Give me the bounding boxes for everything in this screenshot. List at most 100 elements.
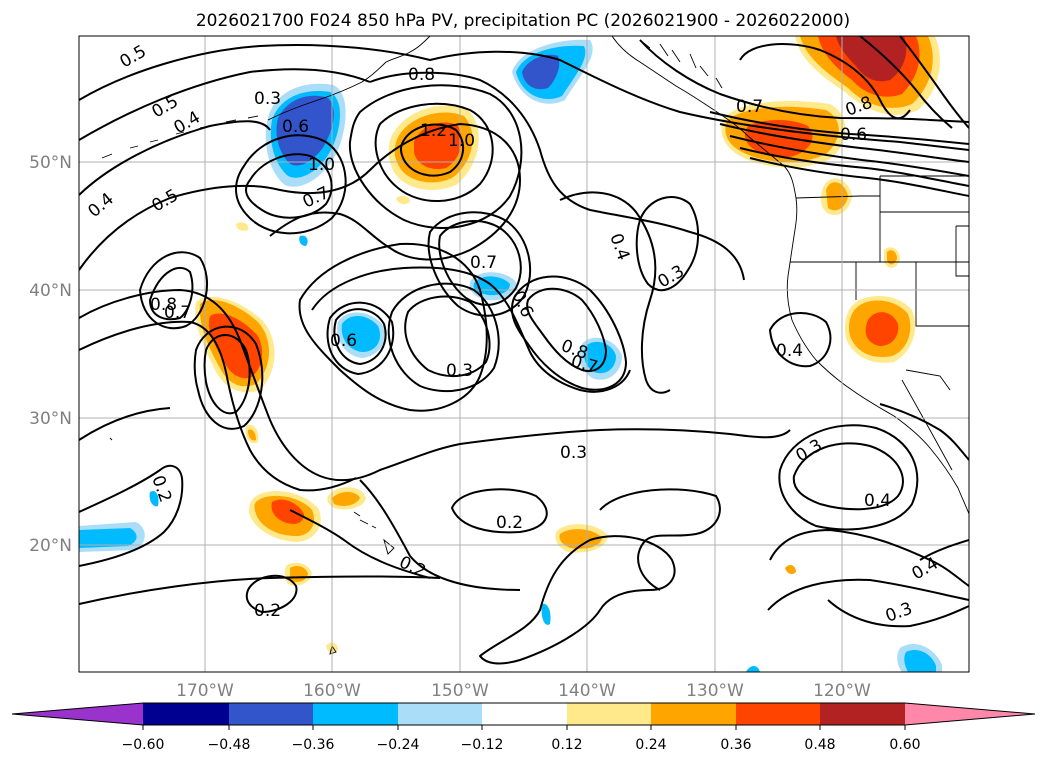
contour-line [333, 308, 387, 365]
lon-label: 160°W [303, 681, 361, 701]
map-frame [78, 35, 970, 673]
colorbar-tick-label: 0.24 [635, 737, 666, 753]
contour-line [438, 220, 522, 306]
contour-label: 0.3 [560, 443, 587, 463]
shading-positive [396, 195, 410, 205]
contour-label: 0.3 [254, 89, 281, 109]
shading-positive [559, 529, 602, 549]
contour-line [79, 320, 357, 492]
contour-line [348, 84, 523, 229]
shading-positive [887, 250, 897, 265]
contour-line [739, 43, 911, 120]
contour-label: 1.2 [420, 121, 447, 141]
lat-label: 20°N [29, 536, 72, 556]
pv-contours [79, 36, 969, 665]
contour-line [79, 289, 791, 482]
shading-negative [584, 341, 616, 374]
colorbar-bin [143, 703, 229, 725]
shading-positive [332, 492, 360, 506]
shading-negative [299, 235, 308, 246]
contour-line [526, 287, 607, 372]
contour-line [203, 334, 251, 415]
contour-label: 0.2 [254, 601, 281, 621]
colorbar-bin [313, 703, 398, 725]
colorbar: −0.60 −0.48 −0.36 −0.24 −0.12 0.12 0.24 … [11, 702, 1036, 753]
colorbar-ticks [142, 725, 906, 730]
shading-negative [79, 528, 137, 548]
contour-line [827, 599, 969, 628]
contour-line [387, 282, 500, 393]
contour-label: 0.8 [408, 65, 435, 85]
contour-line [709, 111, 969, 145]
contour-line [427, 211, 531, 317]
contour-line [859, 36, 953, 129]
contour-line [245, 153, 333, 219]
contour-line [149, 267, 194, 321]
shading-positive [785, 565, 796, 575]
longitude-labels: 170°W 160°W 150°W 140°W 130°W 120°W [176, 681, 871, 701]
contour-line [193, 325, 264, 430]
figure-title: 2026021700 F024 850 hPa PV, precipitatio… [196, 11, 850, 31]
lon-label: 140°W [558, 681, 616, 701]
contour-line [510, 275, 627, 391]
colorbar-tick-label: 0.12 [551, 737, 582, 753]
contour-line [369, 71, 745, 281]
contour-line [792, 442, 904, 511]
colorbar-tick-label: −0.48 [208, 737, 251, 753]
lon-label: 130°W [686, 681, 744, 701]
shading-positive [271, 499, 304, 524]
contour-line [879, 403, 969, 461]
shading-negative [341, 315, 381, 352]
contour-line [400, 123, 465, 177]
colorbar-extend-low [12, 703, 143, 725]
colorbar-tick-label: 0.48 [804, 737, 835, 753]
contour-line [899, 36, 969, 129]
colorbar-extend-high [905, 703, 1035, 725]
contour-label: 0.7 [736, 97, 763, 117]
contour-label: 0.6 [330, 331, 357, 351]
colorbar-bin [651, 703, 736, 725]
contour-label: 0.2 [496, 513, 523, 533]
contour-line [479, 535, 676, 665]
contour-label: 0.8 [150, 295, 177, 315]
contour-label: 0.4 [776, 341, 803, 361]
contour-line [919, 539, 969, 561]
lon-label: 150°W [431, 681, 489, 701]
colorbar-tick-label: −0.60 [122, 737, 165, 753]
precipitation-shading [79, 36, 942, 672]
contour-line [79, 43, 969, 151]
contour-label: 0.3 [446, 361, 473, 381]
contour-line [245, 574, 298, 613]
contour-line [739, 147, 969, 187]
colorbar-bin [567, 703, 651, 725]
contour-line [374, 102, 494, 202]
contour-line [79, 120, 271, 196]
colorbar-tick-label: 0.60 [889, 737, 920, 753]
contour-line [778, 424, 919, 531]
shading-negative [276, 95, 334, 166]
contour-line [729, 135, 969, 177]
contour-label: 0.6 [282, 117, 309, 137]
contour-line [359, 479, 521, 591]
shading-positive [414, 122, 462, 170]
lat-label: 40°N [29, 281, 72, 301]
contour-line [767, 578, 969, 611]
contour-line [235, 134, 347, 235]
contour-line [79, 575, 441, 605]
shading-positive [248, 429, 256, 441]
contour-label: 0.7 [164, 303, 191, 323]
latitude-labels: 50°N 40°N 30°N 20°N [29, 153, 72, 556]
colorbar-tick-label: −0.12 [461, 737, 504, 753]
contour-label: 1.0 [308, 155, 335, 175]
colorbar-tick-label: 0.36 [720, 737, 751, 753]
contour-line [559, 191, 671, 394]
shading-negative [904, 649, 936, 672]
colorbar-bin [736, 703, 820, 725]
shading-negative [522, 54, 560, 90]
contour-line [79, 68, 371, 141]
colorbar-bin [482, 703, 567, 725]
contour-label: 1.0 [448, 131, 475, 151]
contour-line [311, 266, 631, 393]
contour-line [79, 464, 184, 567]
